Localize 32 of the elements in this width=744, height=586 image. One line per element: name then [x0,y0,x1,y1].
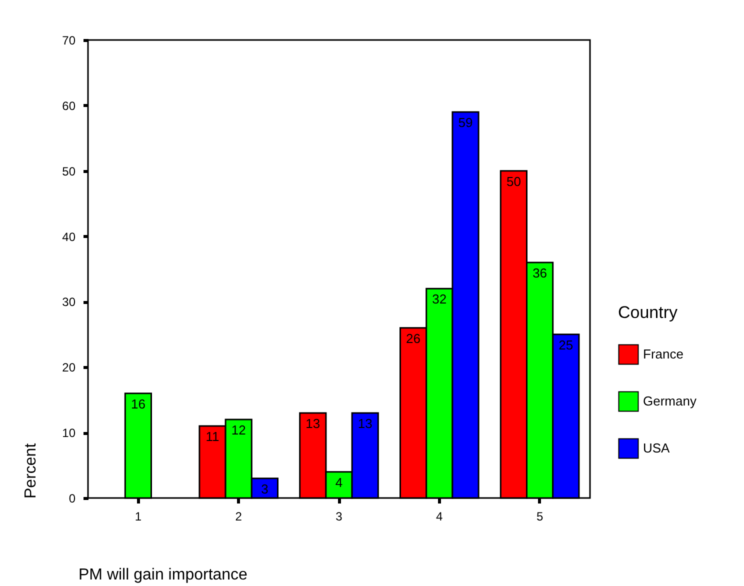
x-tick-label: 4 [436,510,444,524]
y-tick-label: 40 [62,230,76,244]
legend-title: Country [618,303,678,322]
legend-label: France [643,346,684,362]
y-tick-label: 10 [62,426,76,440]
legend-label: Germany [643,394,697,408]
x-tick-label: 2 [235,510,242,524]
y-tick-label: 30 [62,295,76,310]
data-label: 12 [231,422,246,438]
data-label: 3 [261,481,268,496]
x-tick-label: 3 [336,510,343,524]
data-label: 11 [206,429,220,444]
data-label: 16 [130,396,146,412]
y-axis-title: Percent [22,442,40,498]
data-label: 13 [306,416,320,431]
data-label: 50 [506,174,521,189]
y-tick-label: 20 [62,360,76,375]
y-tick-label: 70 [62,34,76,48]
legend-label: USA [643,440,670,456]
data-label: 25 [558,337,574,352]
data-label: 26 [406,330,421,346]
x-axis-title: PM will gain importance [78,566,248,584]
y-tick-label: 60 [62,98,76,113]
x-tick-label: 1 [134,510,142,524]
data-label: 36 [532,265,548,280]
data-label: 4 [335,474,343,490]
data-label: 32 [432,292,447,307]
x-tick-label: 5 [536,510,544,524]
y-tick-label: 50 [62,164,76,178]
data-label: 13 [358,416,372,431]
data-label: 59 [458,114,473,130]
y-tick-label: 0 [68,492,76,506]
